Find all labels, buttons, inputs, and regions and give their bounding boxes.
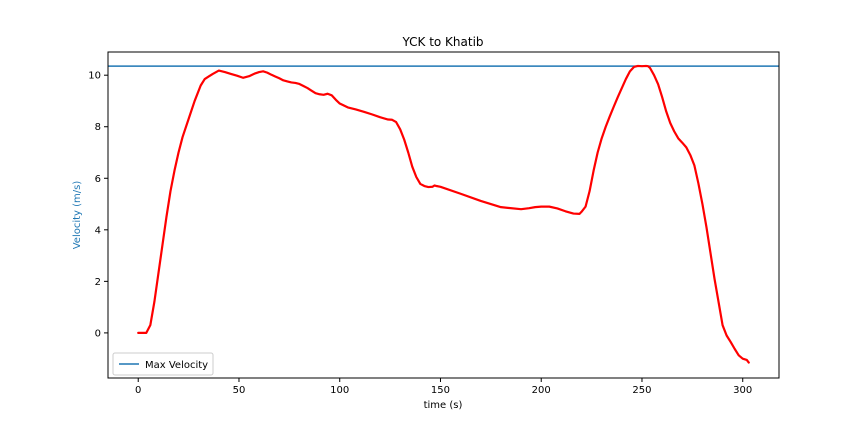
y-tick-label: 10 (88, 71, 101, 82)
x-tick-label: 100 (330, 385, 349, 396)
plot-area (108, 64, 779, 364)
legend: Max Velocity (112, 352, 214, 376)
x-tick-label: 200 (532, 385, 551, 396)
x-axis-label: time (s) (424, 400, 463, 411)
x-tick-label: 0 (135, 385, 141, 396)
x-tick-label: 250 (632, 385, 651, 396)
y-tick-label: 2 (95, 277, 101, 288)
x-tick-label: 50 (233, 385, 246, 396)
y-tick-label: 4 (95, 225, 101, 236)
axes-frame (107, 51, 780, 379)
y-tick-label: 8 (95, 122, 101, 133)
chart-title: YCK to Khatib (401, 35, 483, 49)
y-tick-label: 0 (95, 328, 101, 339)
axes: 0 50 100 150 200 250 300 0 2 4 6 8 10 (88, 51, 780, 396)
x-tick-label: 150 (431, 385, 450, 396)
y-tick-label: 6 (95, 174, 101, 185)
x-tick-label: 300 (733, 385, 752, 396)
y-axis-label: Velocity (m/s) (72, 181, 83, 250)
velocity-series-line (137, 64, 750, 364)
legend-label-max-velocity: Max Velocity (145, 360, 208, 371)
legend-box (112, 352, 214, 376)
